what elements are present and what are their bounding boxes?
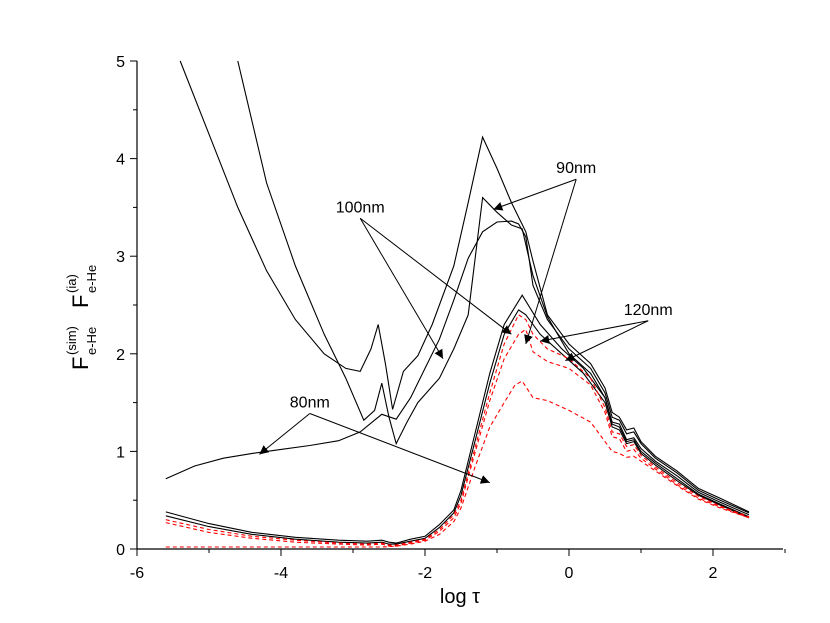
y-label-f2: F	[68, 295, 93, 308]
annotation-arrow	[540, 320, 649, 344]
axes	[136, 61, 783, 550]
plot-lines	[165, 60, 750, 548]
annotation-label: 90nm	[556, 160, 596, 177]
series-line-6	[165, 313, 750, 546]
y-label-f1: F	[68, 357, 93, 370]
annotations: 90nm 100nm 120nm 80nm	[259, 160, 673, 484]
x-tick-label: -4	[274, 565, 288, 582]
annotation-label: 120nm	[624, 302, 673, 319]
annotation-arrow	[359, 218, 444, 359]
y-label-sub1: e-He	[84, 327, 99, 355]
y-label-sup2: (ia)	[64, 274, 79, 293]
x-tick-label: -6	[130, 565, 144, 582]
y-label-sup1: (sim)	[64, 326, 79, 355]
y-tick-label: 2	[116, 347, 125, 364]
annotation-label: 100nm	[336, 199, 385, 216]
ticks: -6 -4 -2 0 2 0 1 2 3 4 5	[116, 54, 786, 582]
annotation-arrow	[309, 413, 490, 484]
series-line-8	[165, 380, 750, 548]
annotation-label: 80nm	[290, 394, 330, 411]
y-label-sub2: e-He	[84, 265, 99, 293]
annotation-arrow	[359, 217, 512, 335]
series-line-5	[165, 309, 750, 545]
series-line-3	[237, 60, 750, 516]
series-line-2	[179, 60, 750, 513]
series-line-1	[165, 220, 750, 514]
annotation-arrow	[259, 413, 311, 455]
y-tick-label: 3	[116, 249, 125, 266]
annotation-arrow	[524, 179, 577, 345]
y-tick-label: 0	[116, 542, 125, 559]
x-tick-label: 2	[709, 565, 718, 582]
x-axis-label: log τ	[440, 586, 480, 608]
x-tick-label: -2	[418, 565, 432, 582]
series-line-7	[165, 328, 750, 547]
annotation-arrow	[565, 320, 649, 362]
y-axis-label: F (sim) e-He F (ia) e-He	[64, 265, 99, 370]
series-line-4	[165, 294, 750, 544]
y-tick-label: 5	[116, 54, 125, 71]
x-tick-label: 0	[565, 565, 574, 582]
y-tick-label: 4	[116, 152, 125, 169]
y-tick-label: 1	[116, 444, 125, 461]
annotation-arrow	[493, 178, 577, 211]
